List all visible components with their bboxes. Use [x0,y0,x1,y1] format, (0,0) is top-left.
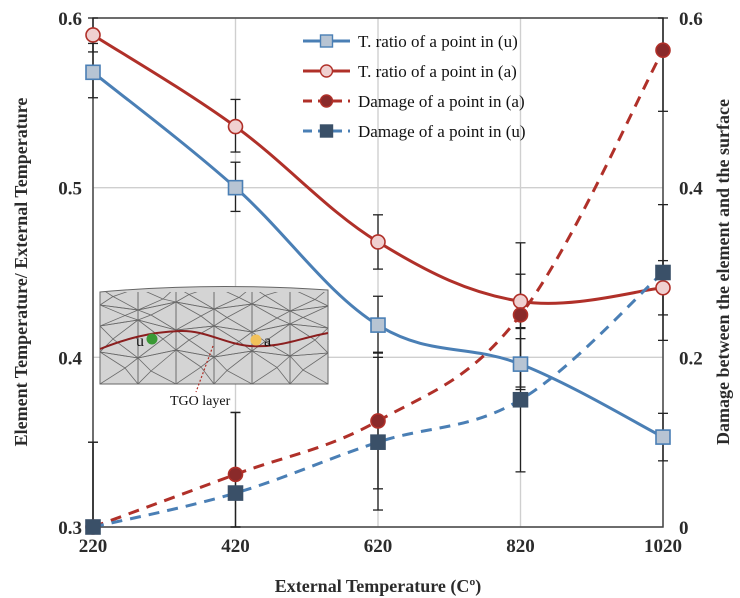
data-point-circle [227,118,244,135]
data-point-circle [512,293,529,310]
tick-labels: 220 420 620 820 1020 0.3 0.4 0.5 0.6 0 0.2 0.4 0.6 [58,9,703,557]
mesh-cell [251,350,291,384]
y-tick-label-left: 0.3 [58,518,82,539]
x-tick-label: 1020 [644,536,682,557]
data-point-circle [655,279,671,296]
legend-label: T. ratio of a point in (a) [358,62,517,81]
data-point-circle [655,42,671,59]
tgo-pointer [195,345,214,393]
data-point-square [227,485,244,501]
mesh-cell [289,323,328,357]
mesh-cell [213,350,253,384]
y-tick-label-left: 0.6 [58,9,82,30]
series-line-3 [92,49,665,529]
series-markers [85,27,671,535]
data-point-square [85,64,101,81]
legend-marker [319,34,334,48]
data-point-square [655,429,671,445]
mesh-cell [137,349,177,384]
y-tick-label-left: 0.5 [58,179,82,200]
y-tick-label-left: 0.4 [58,348,82,369]
inset-label-a: a [264,333,271,350]
mesh-cell [289,305,328,329]
series-line-4 [92,271,664,529]
data-point-square [227,179,244,196]
y-axis-title-left: Element Temperature/ External Temperatur… [11,98,31,447]
mesh-cell [175,349,215,384]
point-u-marker [146,333,158,345]
x-tick-label: 220 [79,536,108,557]
y-tick-label-right: 0.2 [679,348,703,369]
data-point-circle [370,413,386,429]
legend: T. ratio of a point in (u) T. ratio of a … [303,32,526,141]
legend-label: Damage of a point in (a) [358,92,525,111]
inset-label-u: u [136,333,144,350]
data-point-circle [370,234,386,250]
x-tick-label: 420 [221,536,250,557]
legend-marker [319,124,334,138]
legend-marker [319,94,334,108]
data-point-circle [227,466,244,483]
data-point-square [512,391,529,408]
data-point-square [512,356,529,372]
legend-label: Damage of a point in (u) [358,122,526,141]
legend-marker [319,64,334,78]
x-axis-title: External Temperature (Cº) [275,576,482,597]
y-tick-label-right: 0.6 [679,9,703,30]
inset-caption: TGO layer [170,394,231,409]
data-point-square [370,434,386,450]
y-axis-title-right: Damage between the element and the surfa… [713,99,733,445]
legend-label: T. ratio of a point in (u) [358,32,518,51]
data-point-circle [85,27,101,43]
inset-mesh [100,292,328,384]
inset-figure: u a TGO layer [99,285,329,409]
mesh-cell [100,351,139,384]
data-point-circle [512,307,529,323]
x-tick-label: 820 [506,536,535,557]
tgo-layer-line [99,329,329,350]
mesh-cell [289,292,328,312]
y-tick-label-right: 0 [679,518,689,539]
mesh-cell [289,352,328,384]
data-point-square [655,264,671,281]
point-a-marker [250,334,262,346]
data-point-square [85,519,101,535]
data-point-square [370,317,386,333]
x-tick-label: 620 [364,536,393,557]
y-tick-label-right: 0.4 [679,179,703,200]
